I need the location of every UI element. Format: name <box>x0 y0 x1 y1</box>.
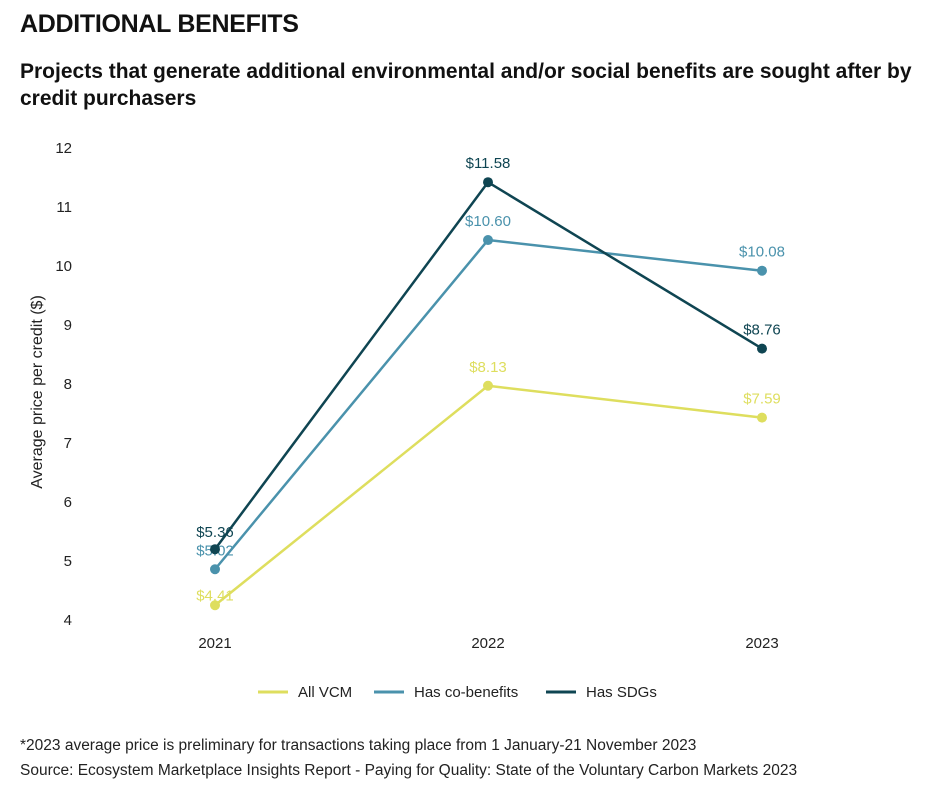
x-tick-label: 2023 <box>745 635 778 652</box>
chart-subtitle: Projects that generate additional enviro… <box>20 60 912 110</box>
y-tick-label: 11 <box>56 199 72 216</box>
legend-item-has-sdgs: Has SDGs <box>546 684 657 701</box>
footnote-source: Source: Ecosystem Marketplace Insights R… <box>20 762 798 779</box>
data-point-has-sdgs <box>757 343 767 354</box>
legend-label: Has SDGs <box>586 684 657 701</box>
data-label-all-vcm: $8.13 <box>469 359 507 376</box>
y-axis: 4 5 6 7 8 9 10 11 12 <box>55 140 72 629</box>
y-tick-label: 5 <box>64 553 72 570</box>
legend-label: Has co-benefits <box>414 684 518 701</box>
y-tick-label: 9 <box>64 317 72 334</box>
data-label-has-co-benefits: $10.60 <box>465 213 511 230</box>
data-point-has-co-benefits <box>483 235 493 246</box>
data-point-all-vcm <box>757 412 767 423</box>
series-line-all-vcm <box>214 384 763 607</box>
data-point-all-vcm <box>210 600 220 611</box>
data-point-has-co-benefits <box>210 564 220 575</box>
data-label-has-sdgs: $5.36 <box>196 524 234 541</box>
y-axis-label: Average price per credit ($) <box>29 295 46 489</box>
data-label-all-vcm: $7.59 <box>743 391 781 408</box>
x-tick-label: 2021 <box>198 635 231 652</box>
y-tick-label: 12 <box>55 140 72 157</box>
y-tick-label: 6 <box>64 494 72 511</box>
legend-item-has-co-benefits: Has co-benefits <box>374 684 518 701</box>
data-point-has-sdgs <box>210 544 220 555</box>
x-tick-label: 2022 <box>471 635 504 652</box>
series-has-co-benefits: $5.02$10.60$10.08 <box>196 213 785 575</box>
data-label-has-sdgs: $11.58 <box>466 155 511 172</box>
legend-label: All VCM <box>298 684 352 701</box>
y-tick-label: 7 <box>64 435 72 452</box>
series-line-has-co-benefits <box>214 238 763 571</box>
series-all-vcm: $4.41 $8.13 $7.59 <box>196 359 781 611</box>
data-point-has-sdgs <box>483 177 493 188</box>
series-layer: $4.41$8.13$7.59$5.02$10.60$10.08$5.36$11… <box>196 155 785 611</box>
data-point-all-vcm <box>483 380 493 391</box>
data-label-has-co-benefits: $10.08 <box>739 244 785 261</box>
y-tick-label: 8 <box>64 376 72 393</box>
chart-heading: ADDITIONAL BENEFITS <box>20 10 299 38</box>
x-axis: 2021 2022 2023 <box>198 635 778 652</box>
data-point-has-co-benefits <box>757 265 767 276</box>
legend: All VCM Has co-benefits Has SDGs <box>258 684 657 701</box>
footnote-note: *2023 average price is preliminary for t… <box>20 737 697 754</box>
series-has-sdgs: $5.36 $11.58 $8.76 <box>196 155 781 555</box>
y-tick-label: 10 <box>55 258 72 275</box>
data-label-has-sdgs: $8.76 <box>743 322 781 339</box>
line-chart: 4 5 6 7 8 9 10 11 12 2021 2022 2023 Average price … <box>29 140 785 701</box>
data-label-all-vcm: $4.41 <box>196 587 234 604</box>
y-tick-label: 4 <box>64 612 72 629</box>
legend-item-all-vcm: All VCM <box>258 684 352 701</box>
